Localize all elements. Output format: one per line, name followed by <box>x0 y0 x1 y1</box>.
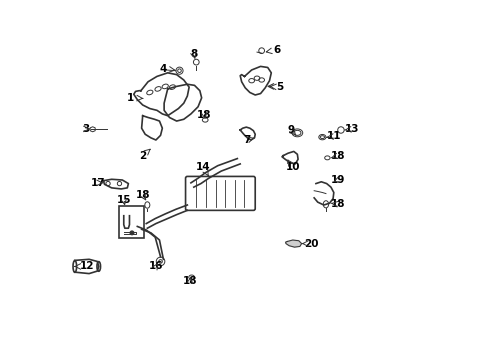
Text: 1: 1 <box>127 93 134 103</box>
Text: 20: 20 <box>304 239 318 249</box>
Text: 11: 11 <box>326 131 341 141</box>
Bar <box>119 206 144 238</box>
Text: 19: 19 <box>330 175 345 185</box>
Polygon shape <box>285 240 301 247</box>
Text: 4: 4 <box>159 64 166 73</box>
Text: 18: 18 <box>135 190 150 200</box>
Text: 8: 8 <box>190 49 197 59</box>
Text: 13: 13 <box>344 124 358 134</box>
Text: 14: 14 <box>196 162 210 172</box>
Text: 18: 18 <box>197 110 211 120</box>
Text: 2: 2 <box>139 151 146 161</box>
Text: 7: 7 <box>243 135 250 145</box>
Text: 9: 9 <box>287 125 294 135</box>
Text: 17: 17 <box>91 178 105 188</box>
Circle shape <box>130 231 134 235</box>
Text: 12: 12 <box>80 261 94 271</box>
Text: 18: 18 <box>183 276 197 286</box>
Text: 16: 16 <box>148 261 163 271</box>
Text: 10: 10 <box>285 162 299 172</box>
Text: 18: 18 <box>330 199 345 209</box>
Text: 3: 3 <box>82 124 89 134</box>
Text: 6: 6 <box>272 45 280 55</box>
Text: 5: 5 <box>275 82 283 92</box>
Text: 18: 18 <box>330 151 345 161</box>
Text: 15: 15 <box>116 195 131 204</box>
